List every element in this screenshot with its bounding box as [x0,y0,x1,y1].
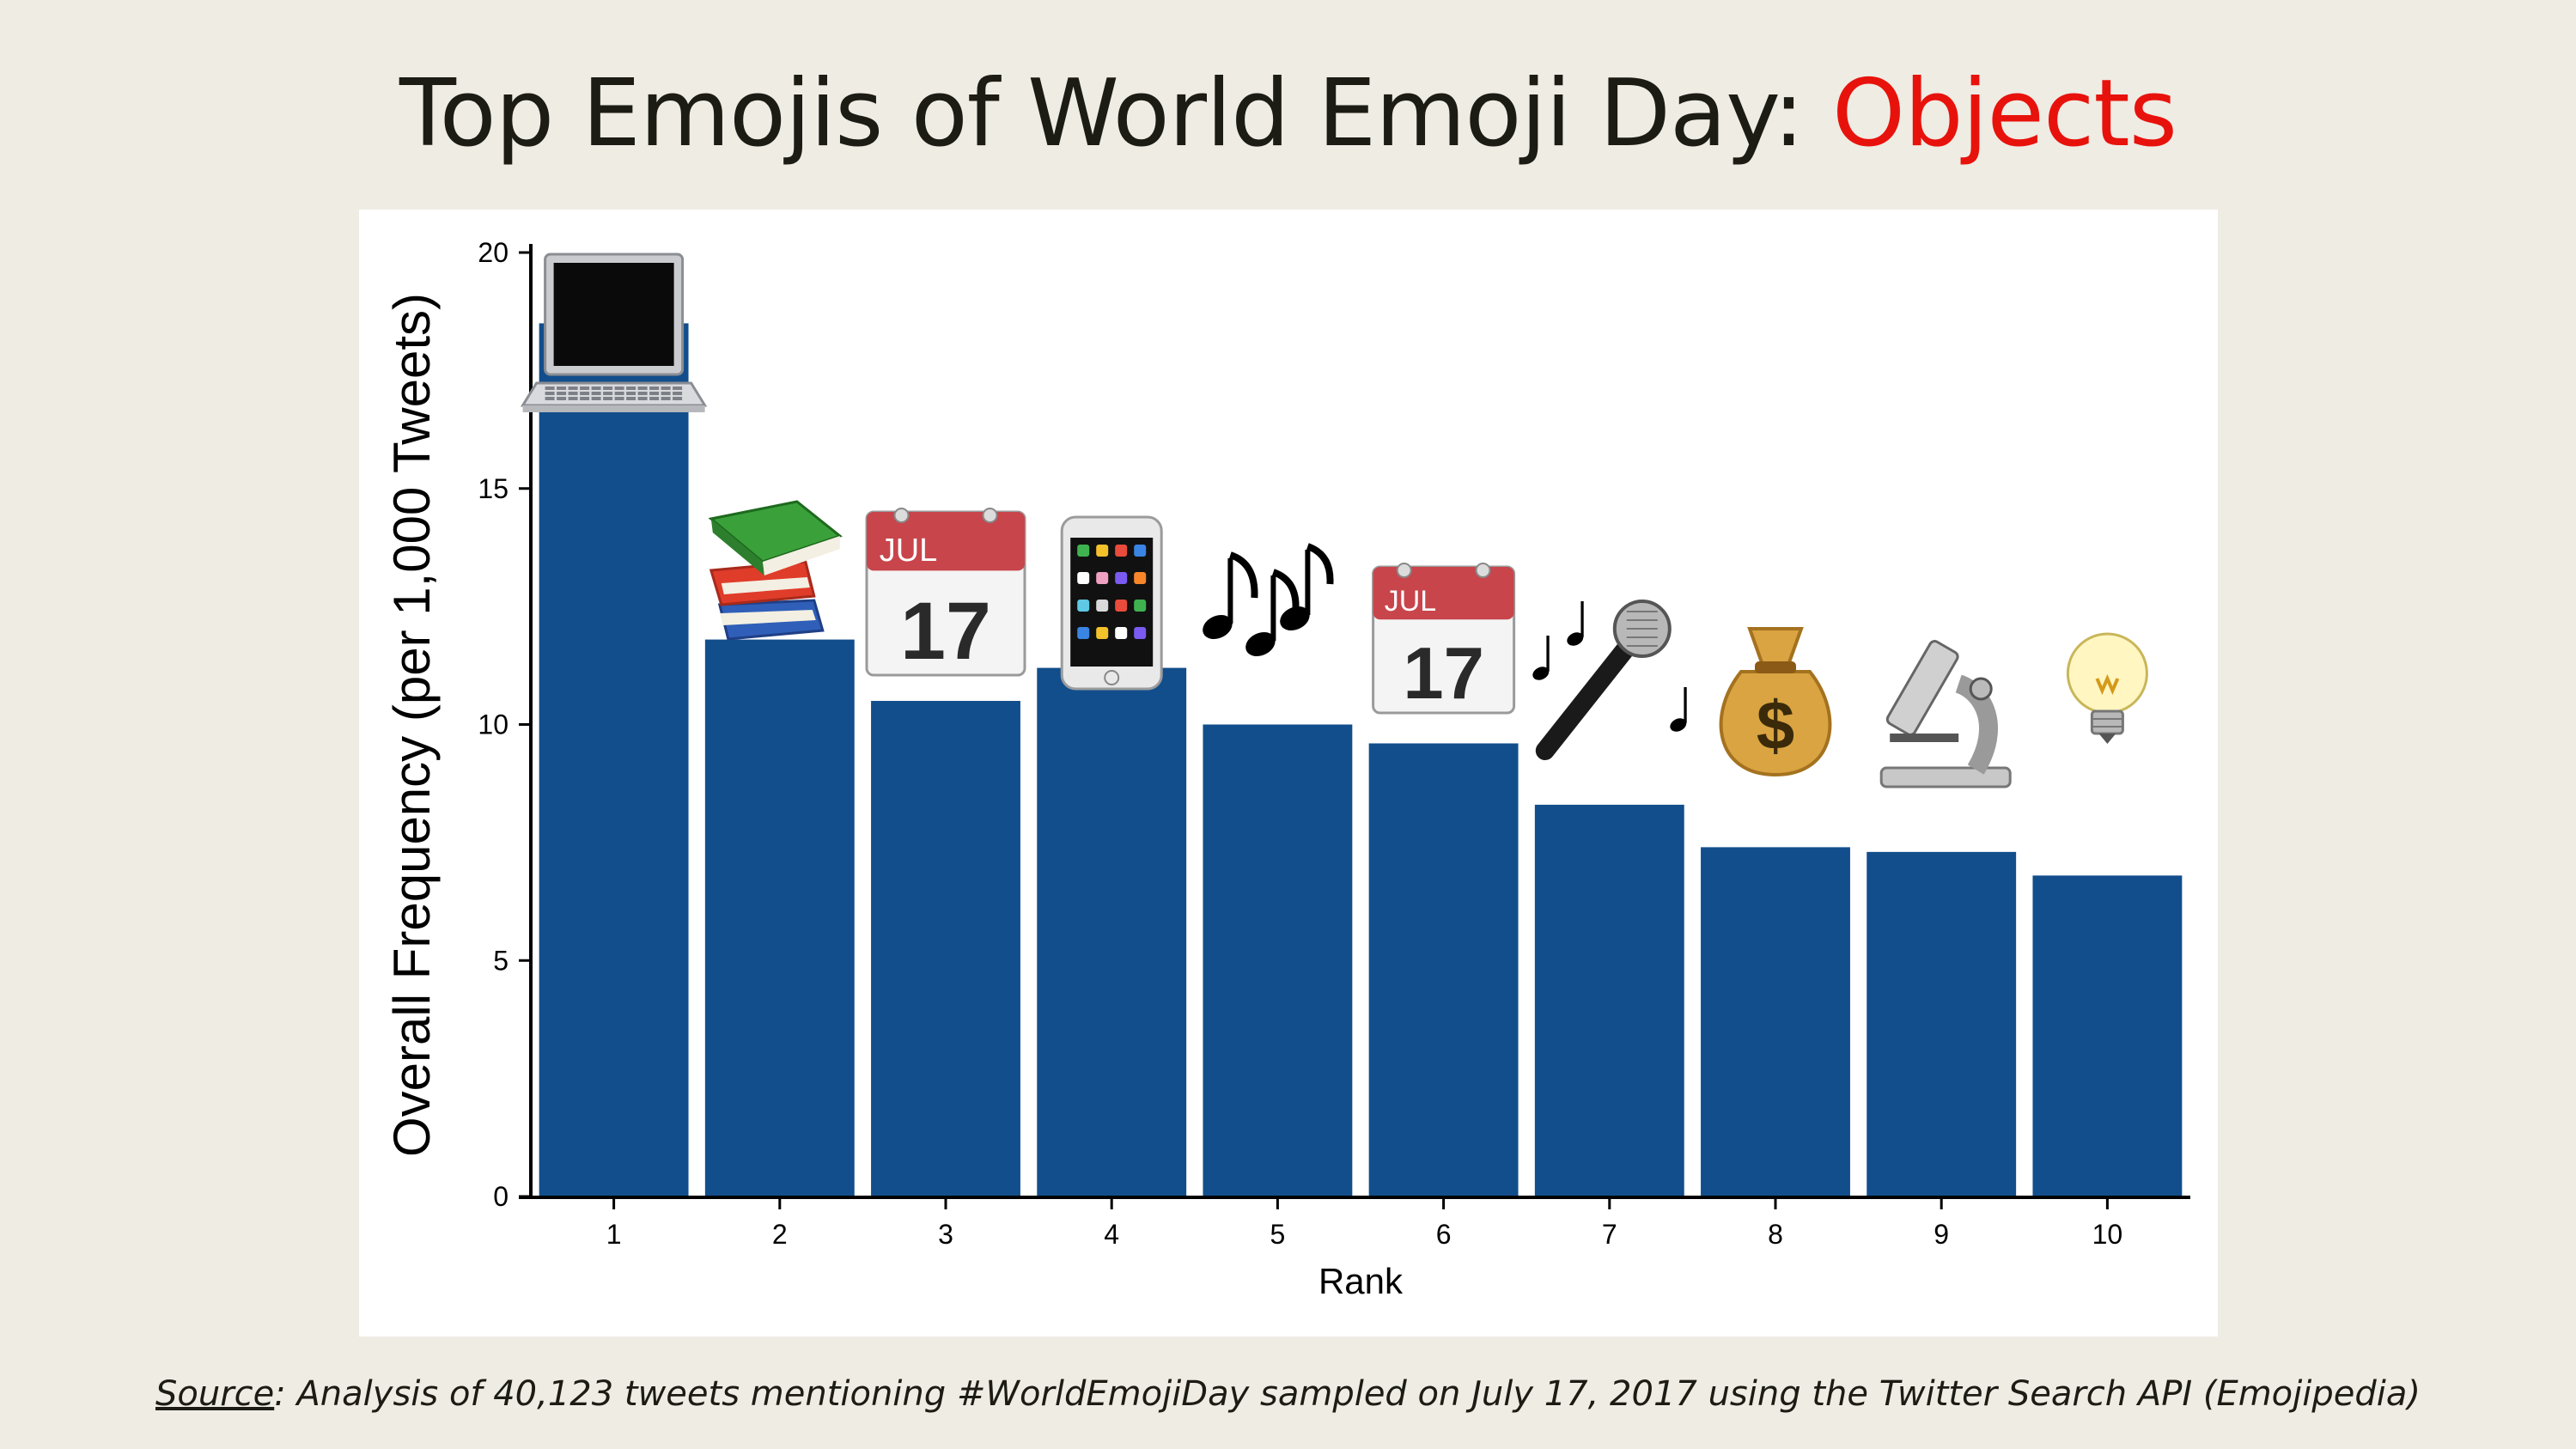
x-tick-label: 10 [2092,1219,2123,1250]
mobile-phone-icon [1060,515,1163,691]
bar-rank-3 [871,701,1020,1196]
bar-rank-7 [1534,804,1684,1196]
x-tick-label: 5 [1270,1219,1286,1250]
x-tick-label: 8 [1768,1219,1783,1250]
source-note: Source: Analysis of 40,123 tweets mentio… [0,1374,2576,1414]
calendar-icon: JUL 17 [865,508,1026,677]
bar-rank-5 [1203,724,1353,1196]
bar-rank-4 [1037,667,1187,1196]
x-axis-label: Rank [1318,1261,1404,1301]
y-tick-label: 20 [478,237,509,268]
bar-rank-6 [1368,743,1519,1196]
bar-chart: 0 5 10 15 20 1 2 3 4 5 6 7 8 9 10 Rank Overall Frequency… [383,237,2190,1301]
source-text: : Analysis of 40,123 tweets mentioning #… [274,1374,2421,1414]
x-tick-label: 9 [1934,1219,1949,1250]
x-tick-label: 6 [1436,1219,1452,1250]
y-tick-label: 15 [478,473,509,504]
bar-rank-8 [1701,847,1850,1196]
x-tick-label: 4 [1104,1219,1119,1250]
money-bag-icon: $ [1719,627,1832,777]
musical-notes-icon [1203,543,1334,657]
chart-panel: 0 5 10 15 20 1 2 3 4 5 6 7 8 9 10 Rank Overall Frequency… [359,210,2218,1336]
money-bag-symbol: $ [1757,687,1795,764]
y-tick-label: 0 [493,1181,509,1212]
bar-rank-2 [704,639,855,1196]
y-tick-label: 10 [478,709,509,740]
x-tick-label: 2 [772,1219,788,1250]
x-tick-label: 3 [938,1219,953,1250]
light-bulb-icon [2066,632,2148,744]
x-tick-label: 7 [1602,1219,1617,1250]
x-tick-label: 1 [606,1219,622,1250]
bar-rank-10 [2032,875,2183,1196]
slide-title: Top Emojis of World Emoji Day: Objects [0,60,2576,167]
microscope-icon [1879,640,2012,788]
bar-rank-9 [1867,851,2017,1196]
calendar-month: JUL [880,533,938,569]
y-tick-label: 5 [493,945,509,976]
tear-off-calendar-icon: JUL 17 [1372,563,1516,715]
microphone-icon [1532,600,1687,760]
title-accent: Objects [1831,60,2177,167]
source-label: Source [155,1374,275,1414]
y-axis-label: Overall Frequency (per 1,000 Tweets) [383,293,441,1157]
laptop-icon [520,253,708,412]
calendar-month: JUL [1385,585,1436,618]
books-icon [708,500,843,641]
title-main: Top Emojis of World Emoji Day: [399,60,1805,167]
calendar-day: 17 [900,586,991,677]
bar-rank-1 [539,323,689,1196]
calendar-day: 17 [1403,633,1484,715]
